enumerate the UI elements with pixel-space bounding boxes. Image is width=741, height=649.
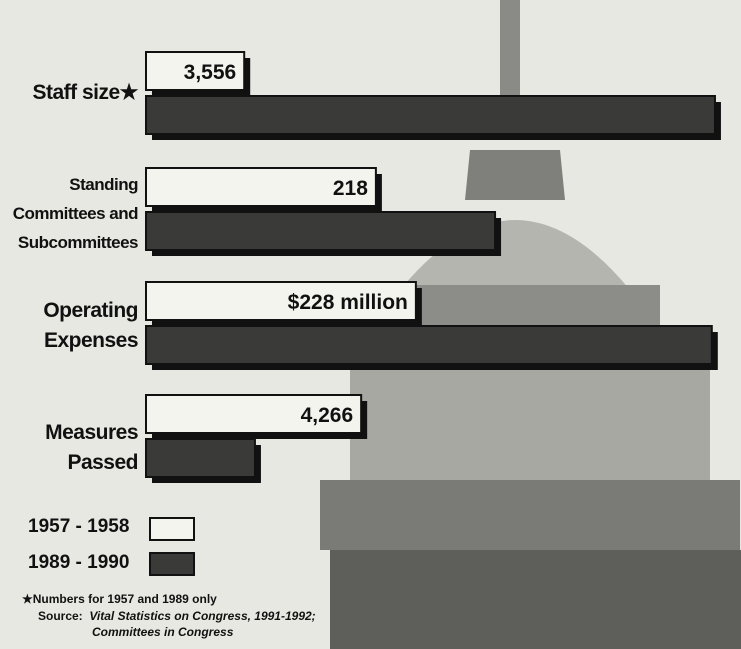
capitol-illustration <box>320 0 741 649</box>
category-label: Measures Passed <box>45 421 138 474</box>
bar <box>145 211 497 251</box>
bar <box>145 167 377 207</box>
bar <box>145 51 246 91</box>
bar <box>145 325 713 365</box>
bar <box>145 281 417 321</box>
category-label: Standing Committees and Subcommittees <box>12 175 139 252</box>
bar <box>145 438 256 478</box>
source-label: Source: Vital Statistics on Congress, 19… <box>38 609 316 623</box>
footnote: ★Numbers for 1957 and 1989 only <box>22 592 217 606</box>
source-text: Committees in Congress <box>92 625 234 639</box>
value-label: 4,266 <box>301 404 354 427</box>
legend-label: 1957 - 1958 <box>28 516 130 537</box>
bar <box>145 95 716 135</box>
value-label: 218 <box>333 177 368 200</box>
value-label: $228 million <box>288 291 408 314</box>
bar <box>145 394 363 434</box>
legend-label: 1989 - 1990 <box>28 552 130 573</box>
legend-swatch <box>149 517 195 541</box>
category-label: Staff size★ <box>32 81 138 104</box>
legend-swatch <box>149 552 195 576</box>
value-label: 3,556 <box>184 61 237 84</box>
category-label: Operating Expenses <box>43 299 138 352</box>
